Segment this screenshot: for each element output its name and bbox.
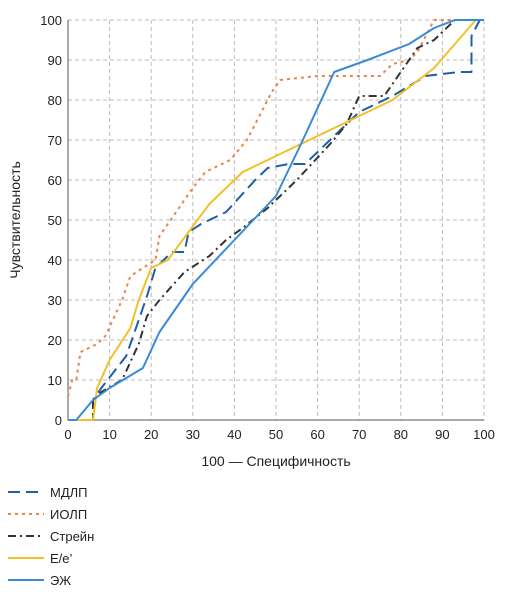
x-tick-label: 100 [473,427,495,442]
legend-label: ИОЛП [50,507,87,522]
y-tick-label: 50 [48,213,62,228]
axes [67,20,484,421]
legend-label: Е/е’ [50,551,73,566]
x-axis-title: 100 — Специфичность [201,453,350,469]
x-tick-label: 40 [227,427,241,442]
legend-label: МДЛП [50,485,88,500]
y-tick-label: 40 [48,253,62,268]
y-tick-label: 20 [48,333,62,348]
series-line-4 [68,19,484,421]
y-tick-label: 10 [48,373,62,388]
x-tick-label: 50 [269,427,283,442]
series-line-5 [68,19,484,421]
y-tick-label: 70 [48,133,62,148]
x-tick-label: 0 [64,427,71,442]
series-line-1 [68,19,484,421]
x-tick-label: 10 [102,427,116,442]
legend-label: Стрейн [50,529,94,544]
y-tick-label: 30 [48,293,62,308]
series-lines [67,19,484,421]
x-tick-label: 90 [435,427,449,442]
y-tick-label: 60 [48,173,62,188]
x-tick-label: 70 [352,427,366,442]
y-tick-labels: 0 10 20 30 40 50 60 70 80 90 100 [40,13,62,428]
y-tick-label: 90 [48,53,62,68]
x-tick-label: 60 [310,427,324,442]
legend-label: ЭЖ [50,573,71,588]
y-tick-label: 100 [40,13,62,28]
y-tick-label: 80 [48,93,62,108]
x-tick-labels: 0 10 20 30 40 50 60 70 80 90 100 [64,427,494,442]
legend: МДЛП ИОЛП Стрейн Е/е’ ЭЖ [8,485,94,588]
y-axis-title: Чувствительность [7,161,23,279]
x-tick-label: 80 [394,427,408,442]
grid-lines [67,19,485,421]
x-tick-label: 20 [144,427,158,442]
y-tick-label: 0 [55,413,62,428]
series-line-2 [67,19,484,397]
x-tick-label: 30 [186,427,200,442]
